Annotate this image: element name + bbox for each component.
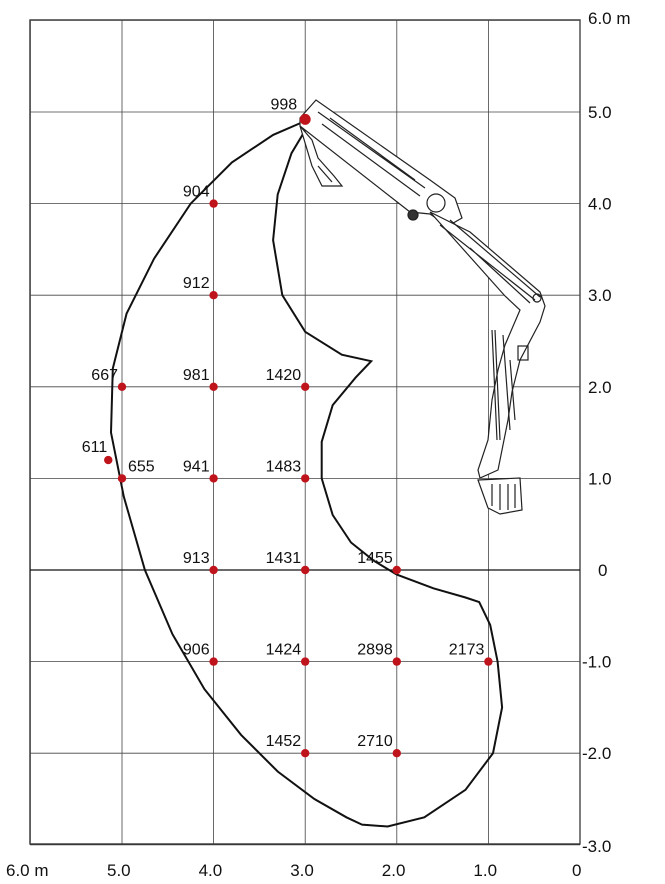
load-point-label: 1452 [266, 733, 302, 750]
load-point-marker [118, 383, 126, 391]
x-tick-label: 3.0 [290, 861, 314, 880]
load-point-label: 941 [183, 458, 210, 475]
load-point-marker [301, 383, 309, 391]
load-point-label: 667 [91, 367, 118, 384]
load-point-marker [209, 657, 217, 665]
y-tick-label: 6.0 m [588, 9, 631, 28]
x-tick-label: 6.0 m [6, 861, 49, 880]
y-tick-label: -2.0 [582, 744, 611, 763]
load-point-marker [209, 199, 217, 207]
load-point-marker [393, 657, 401, 665]
y-tick-label: 4.0 [588, 195, 612, 214]
load-point-marker [209, 474, 217, 482]
load-point-marker [301, 657, 309, 665]
y-tick-label: -3.0 [582, 837, 611, 856]
load-point-marker [209, 291, 217, 299]
load-point-label: 1424 [266, 642, 302, 659]
load-point-marker [301, 566, 309, 574]
load-point-label: 912 [183, 275, 210, 292]
y-tick-label: 0 [598, 561, 607, 580]
load-point-label: 2173 [449, 642, 485, 659]
load-point-label: 611 [82, 439, 108, 456]
load-point-label: 913 [183, 550, 210, 567]
x-tick-label: 1.0 [473, 861, 497, 880]
x-tick-label: 2.0 [382, 861, 406, 880]
load-point-marker [300, 114, 311, 125]
y-tick-label: 5.0 [588, 103, 612, 122]
load-point-marker [301, 749, 309, 757]
x-tick-label: 5.0 [107, 861, 131, 880]
load-point-label: 2710 [357, 733, 393, 750]
load-point-label: 981 [183, 367, 210, 384]
x-tick-label: 4.0 [199, 861, 223, 880]
excavator-arm-illustration [300, 100, 545, 514]
x-tick-label: 0 [572, 861, 581, 880]
load-point-marker [484, 657, 492, 665]
load-point-label: 906 [183, 642, 210, 659]
load-point-label: 655 [128, 458, 155, 475]
load-point-label: 998 [270, 96, 297, 113]
load-point-marker [118, 474, 126, 482]
load-point-marker [104, 456, 112, 464]
y-tick-label: 1.0 [588, 469, 612, 488]
load-point-marker [393, 749, 401, 757]
load-point-label: 1431 [266, 550, 302, 567]
y-tick-label: 3.0 [588, 286, 612, 305]
load-point-marker [393, 566, 401, 574]
load-point-label: 904 [183, 184, 210, 201]
load-point-label: 1420 [266, 367, 302, 384]
y-tick-label: 2.0 [588, 378, 612, 397]
load-point-label: 1455 [357, 550, 393, 567]
y-tick-labels: 6.0 m 5.0 4.0 3.0 2.0 1.0 0 -1.0 -2.0 -3.0 [582, 9, 631, 856]
y-tick-label: -1.0 [582, 653, 611, 672]
load-point-marker [209, 566, 217, 574]
load-point-label: 2898 [357, 642, 393, 659]
load-point-marker [301, 474, 309, 482]
load-point-marker [209, 383, 217, 391]
x-tick-labels: 6.0 m 5.0 4.0 3.0 2.0 1.0 0 [6, 861, 581, 880]
load-point-label: 1483 [266, 458, 302, 475]
